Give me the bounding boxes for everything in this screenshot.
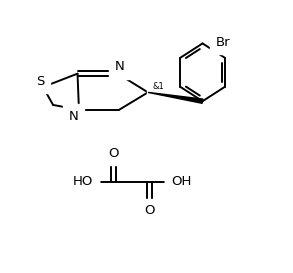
Text: N: N — [69, 110, 79, 123]
Text: &1: &1 — [152, 82, 164, 91]
Text: Br: Br — [215, 35, 230, 49]
Text: O: O — [108, 147, 119, 160]
Text: HO: HO — [73, 176, 93, 188]
Text: O: O — [144, 204, 155, 217]
Text: OH: OH — [171, 176, 191, 188]
Polygon shape — [148, 92, 203, 103]
Text: S: S — [36, 75, 44, 88]
Text: N: N — [114, 60, 124, 73]
